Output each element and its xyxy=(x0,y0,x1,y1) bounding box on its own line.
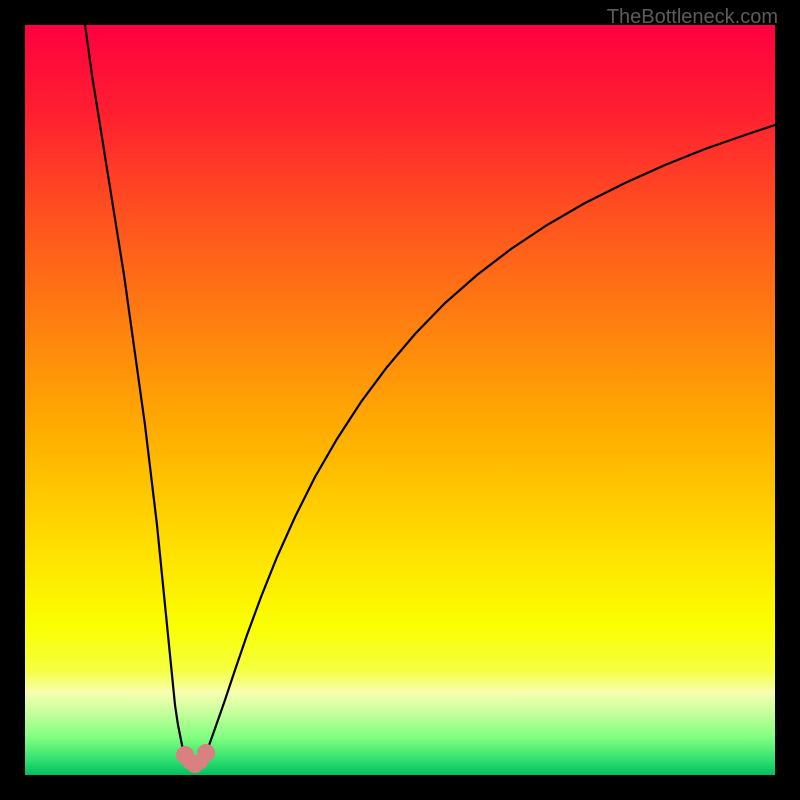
attribution-text: TheBottleneck.com xyxy=(607,6,778,29)
chart-plot-area xyxy=(25,25,775,775)
curve-marker xyxy=(197,744,215,762)
chart-svg xyxy=(25,25,775,775)
chart-background xyxy=(25,25,775,775)
